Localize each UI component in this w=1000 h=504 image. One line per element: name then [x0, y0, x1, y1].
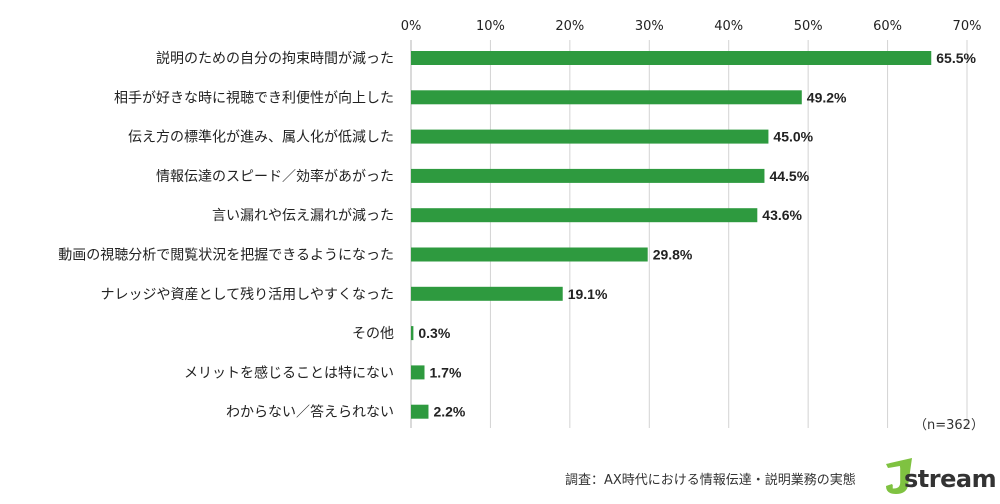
data-label: 1.7% [430, 364, 462, 380]
data-label: 29.8% [653, 247, 693, 263]
data-label: 49.2% [807, 89, 847, 105]
bar [411, 286, 563, 301]
x-tick-label: 40% [714, 19, 743, 34]
logo-mark-icon: J [886, 458, 912, 494]
bar [411, 51, 932, 65]
x-tick-label: 50% [794, 19, 823, 34]
bar [411, 168, 765, 183]
category-label: 情報伝達のスピード／効率があがった [156, 168, 394, 185]
category-label: 動画の視聴分析で閲覧状況を把握できるようになった [58, 247, 394, 264]
x-axis-ticks: 0% 10% 20% 30% 40% 50% 60% 70% [401, 19, 982, 34]
category-label: ナレッジや資産として残り活用しやすくなった [101, 287, 394, 303]
data-label: 65.5% [936, 50, 976, 66]
bars [411, 51, 932, 419]
category-label: メリットを感じることは特にない [184, 364, 394, 381]
bar [411, 90, 802, 105]
data-label: 2.2% [433, 404, 465, 420]
category-label: わからない／答えられない [226, 404, 394, 421]
category-label: 言い漏れや伝え漏れが減った [212, 207, 394, 224]
category-label: 相手が好きな時に視聴でき利便性が向上した [114, 90, 394, 106]
x-tick-label: 30% [635, 19, 664, 34]
value-labels: 65.5% 49.2% 45.0% 44.5% 43.6% 29.8% 19.1% 0.3% 1… [418, 50, 976, 420]
x-tick-label: 20% [555, 19, 584, 34]
jstream-logo: J stream [882, 456, 997, 496]
bar [411, 208, 758, 223]
sample-size-note: （n=362） [914, 418, 984, 433]
category-label: 説明のための自分の拘束時間が減った [156, 50, 394, 67]
bar [411, 129, 769, 144]
data-label: 19.1% [568, 286, 608, 302]
bar [411, 365, 425, 380]
data-label: 43.6% [762, 207, 802, 223]
logo-mark-letter: J [892, 465, 902, 490]
x-tick-label: 60% [873, 19, 902, 34]
source-note: 調査：AX時代における情報伝達・説明業務の実態 [565, 473, 856, 488]
x-tick-label: 0% [401, 19, 422, 34]
bar [411, 326, 414, 341]
data-label: 44.5% [769, 168, 809, 184]
logo-text: stream [904, 465, 997, 493]
data-label: 45.0% [773, 129, 813, 145]
category-label: 伝え方の標準化が進み、属人化が低減した [128, 129, 394, 146]
gridlines [410, 40, 968, 428]
bar [411, 404, 429, 419]
x-tick-label: 70% [953, 19, 982, 34]
category-label: その他 [352, 326, 394, 342]
x-tick-label: 10% [476, 19, 505, 34]
bar [411, 247, 648, 262]
category-labels: 説明のための自分の拘束時間が減った相手が好きな時に視聴でき利便性が向上した伝え方… [58, 50, 394, 421]
data-label: 0.3% [418, 325, 450, 341]
